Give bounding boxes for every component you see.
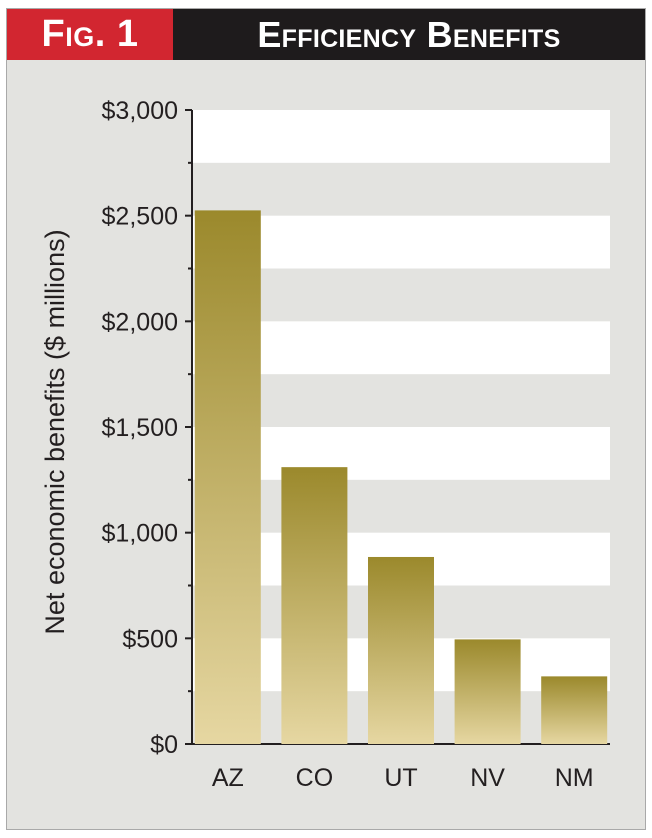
- y-tick-label: $1,500: [102, 414, 178, 442]
- x-tick-label: NM: [555, 764, 594, 792]
- bar-ut: [368, 556, 434, 744]
- grid-band: [192, 321, 610, 375]
- bar-co: [281, 467, 348, 744]
- bar-az: [194, 210, 261, 745]
- x-tick-label: CO: [296, 764, 334, 792]
- bar-nm: [541, 676, 608, 744]
- y-tick-label: $2,000: [102, 308, 178, 336]
- grid-band: [192, 215, 610, 269]
- grid-band: [192, 110, 610, 163]
- x-tick-label: AZ: [212, 764, 244, 792]
- y-tick-label: $3,000: [102, 97, 178, 125]
- y-tick-label: $500: [122, 625, 178, 653]
- figure-title: Efficiency Benefits: [173, 9, 645, 60]
- bar-nv: [454, 639, 521, 744]
- grid-band: [192, 427, 610, 480]
- x-tick-label: NV: [470, 764, 505, 792]
- y-tick-label: $1,000: [102, 520, 178, 548]
- y-tick-label: $2,500: [102, 203, 178, 231]
- figure-number: Fig. 1: [7, 9, 173, 60]
- figure-header: Fig. 1 Efficiency Benefits: [7, 9, 645, 60]
- y-tick-label: $0: [150, 731, 178, 759]
- x-tick-label: UT: [384, 764, 417, 792]
- y-axis-title: Net economic benefits ($ millions): [40, 229, 70, 634]
